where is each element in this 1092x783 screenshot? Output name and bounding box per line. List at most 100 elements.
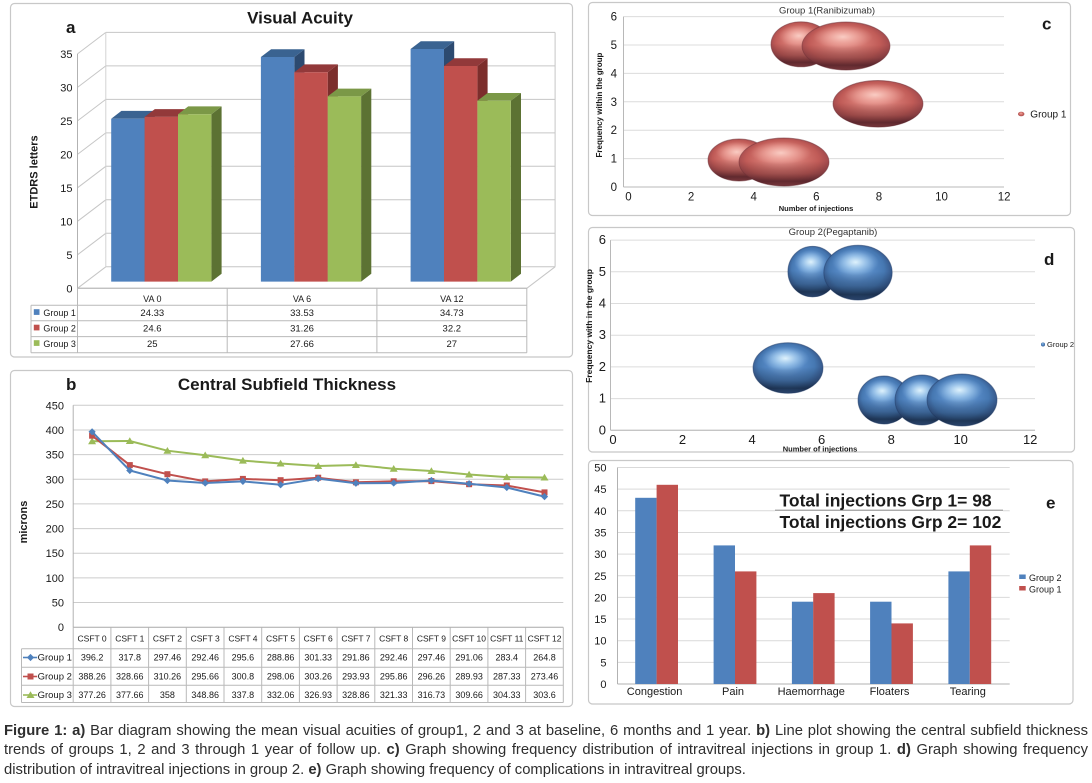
svg-text:CSFT 4: CSFT 4 <box>228 634 257 644</box>
svg-text:321.33: 321.33 <box>380 690 408 700</box>
svg-text:4: 4 <box>599 296 606 311</box>
svg-text:326.93: 326.93 <box>304 690 332 700</box>
svg-text:Group 1(Ranibizumab): Group 1(Ranibizumab) <box>779 6 875 17</box>
svg-text:25: 25 <box>60 116 72 128</box>
svg-text:1: 1 <box>599 391 606 406</box>
svg-text:292.46: 292.46 <box>380 653 408 663</box>
svg-text:328.66: 328.66 <box>116 672 144 682</box>
svg-text:10: 10 <box>60 216 72 228</box>
svg-text:2: 2 <box>688 192 694 204</box>
svg-text:Frequency with in the group: Frequency with in the group <box>584 269 594 383</box>
svg-text:10: 10 <box>953 432 967 447</box>
svg-text:10: 10 <box>935 192 948 204</box>
svg-text:Group 3: Group 3 <box>38 690 72 701</box>
svg-text:6: 6 <box>611 12 617 24</box>
svg-text:4: 4 <box>750 192 757 204</box>
svg-text:15: 15 <box>594 614 606 626</box>
svg-text:50: 50 <box>52 598 64 610</box>
svg-text:291.06: 291.06 <box>455 653 483 663</box>
svg-text:5: 5 <box>611 40 617 52</box>
svg-text:293.93: 293.93 <box>342 672 370 682</box>
svg-text:348.86: 348.86 <box>191 690 219 700</box>
svg-text:200: 200 <box>46 524 64 536</box>
svg-text:450: 450 <box>46 400 64 412</box>
svg-text:4: 4 <box>748 432 755 447</box>
svg-text:292.46: 292.46 <box>191 653 219 663</box>
svg-text:Group 3: Group 3 <box>43 339 76 349</box>
svg-text:Group 2: Group 2 <box>1047 340 1074 349</box>
svg-text:264.8: 264.8 <box>533 653 556 663</box>
svg-text:Group 2: Group 2 <box>43 324 76 334</box>
svg-text:microns: microns <box>18 501 30 544</box>
svg-text:Pain: Pain <box>722 686 744 698</box>
svg-text:1: 1 <box>611 154 617 166</box>
svg-text:12: 12 <box>998 192 1011 204</box>
svg-text:150: 150 <box>46 548 64 560</box>
svg-text:Group 2: Group 2 <box>38 672 72 683</box>
svg-text:2: 2 <box>611 125 617 137</box>
svg-text:377.26: 377.26 <box>78 690 106 700</box>
svg-text:0: 0 <box>611 182 617 194</box>
svg-text:0: 0 <box>609 432 616 447</box>
svg-text:283.4: 283.4 <box>496 653 519 663</box>
svg-text:358: 358 <box>160 690 175 700</box>
svg-text:34.73: 34.73 <box>440 308 464 319</box>
svg-text:33.53: 33.53 <box>290 308 314 319</box>
svg-text:Central Subfield Thickness: Central Subfield Thickness <box>178 375 396 394</box>
svg-text:388.26: 388.26 <box>78 672 106 682</box>
svg-text:b: b <box>66 375 76 394</box>
svg-text:297.46: 297.46 <box>154 653 182 663</box>
svg-text:0: 0 <box>58 622 64 634</box>
svg-text:30: 30 <box>60 82 72 94</box>
svg-text:3: 3 <box>599 327 606 342</box>
svg-text:6: 6 <box>818 432 825 447</box>
svg-text:295.6: 295.6 <box>232 653 255 663</box>
svg-text:250: 250 <box>46 499 64 511</box>
svg-text:350: 350 <box>46 450 64 462</box>
svg-text:30: 30 <box>594 549 606 561</box>
svg-text:291.86: 291.86 <box>342 653 370 663</box>
svg-text:0: 0 <box>66 283 72 295</box>
svg-text:Number of injections: Number of injections <box>783 445 858 454</box>
svg-text:2: 2 <box>679 432 686 447</box>
svg-text:Total injections Grp 2= 102: Total injections Grp 2= 102 <box>780 512 1002 532</box>
svg-text:304.33: 304.33 <box>493 690 521 700</box>
svg-text:317.8: 317.8 <box>119 653 142 663</box>
svg-text:5: 5 <box>599 264 606 279</box>
svg-text:2: 2 <box>599 359 606 374</box>
svg-text:Tearing: Tearing <box>950 686 986 698</box>
svg-text:25: 25 <box>147 339 158 350</box>
svg-text:20: 20 <box>60 149 72 161</box>
svg-text:396.2: 396.2 <box>81 653 104 663</box>
svg-text:VA 0: VA 0 <box>143 294 161 304</box>
svg-text:40: 40 <box>594 506 606 518</box>
svg-text:295.86: 295.86 <box>380 672 408 682</box>
svg-text:a: a <box>66 18 76 37</box>
svg-text:6: 6 <box>813 192 819 204</box>
svg-text:309.66: 309.66 <box>455 690 483 700</box>
svg-text:Visual Acuity: Visual Acuity <box>247 9 353 28</box>
svg-text:3: 3 <box>611 97 617 109</box>
svg-text:100: 100 <box>46 573 64 585</box>
svg-text:Number of injections: Number of injections <box>779 204 854 213</box>
svg-text:287.33: 287.33 <box>493 672 521 682</box>
svg-text:4: 4 <box>611 68 618 80</box>
svg-text:337.8: 337.8 <box>232 690 255 700</box>
svg-text:377.66: 377.66 <box>116 690 144 700</box>
svg-text:Floaters: Floaters <box>870 686 910 698</box>
svg-text:289.93: 289.93 <box>455 672 483 682</box>
svg-text:c: c <box>1042 15 1051 34</box>
svg-text:VA 6: VA 6 <box>293 294 311 304</box>
svg-text:Group 1: Group 1 <box>1029 585 1062 595</box>
svg-text:303.26: 303.26 <box>304 672 332 682</box>
svg-text:45: 45 <box>594 484 606 496</box>
svg-text:300.8: 300.8 <box>232 672 255 682</box>
svg-text:8: 8 <box>876 192 882 204</box>
svg-text:CSFT 9: CSFT 9 <box>417 634 446 644</box>
svg-text:6: 6 <box>599 232 606 247</box>
svg-text:296.26: 296.26 <box>418 672 446 682</box>
svg-text:Group 1: Group 1 <box>38 653 72 664</box>
svg-text:300: 300 <box>46 474 64 486</box>
svg-text:310.26: 310.26 <box>154 672 182 682</box>
svg-text:Group 1: Group 1 <box>1030 109 1067 120</box>
